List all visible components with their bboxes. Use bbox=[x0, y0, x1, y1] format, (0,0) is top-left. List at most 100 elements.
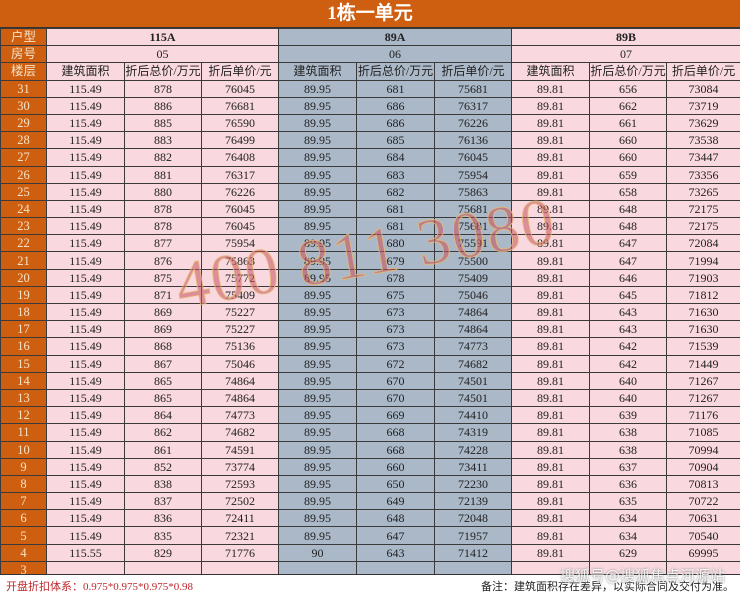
total-price-cell: 643 bbox=[590, 304, 667, 321]
unit-price-cell: 70813 bbox=[667, 475, 740, 492]
area-cell: 89.81 bbox=[512, 200, 590, 217]
area-cell: 115.49 bbox=[47, 252, 125, 269]
unit-price-cell: 72048 bbox=[435, 510, 512, 527]
area-cell: 115.49 bbox=[47, 355, 125, 372]
total-price-cell: 673 bbox=[357, 338, 435, 355]
total-price-cell: 877 bbox=[125, 235, 202, 252]
total-price-cell: 686 bbox=[357, 97, 435, 114]
area-cell: 89.81 bbox=[512, 132, 590, 149]
total-price-cell: 829 bbox=[125, 544, 202, 561]
floor-number: 27 bbox=[1, 149, 47, 166]
unit-price-cell: 74773 bbox=[202, 407, 279, 424]
total-price-cell: 868 bbox=[125, 338, 202, 355]
area-cell: 89.81 bbox=[512, 149, 590, 166]
total-price-cell: 838 bbox=[125, 475, 202, 492]
area-cell: 89.81 bbox=[512, 355, 590, 372]
unit-price-cell: 76045 bbox=[435, 149, 512, 166]
area-cell: 115.49 bbox=[47, 389, 125, 406]
area-cell: 115.49 bbox=[47, 527, 125, 544]
unit-type-89b: 89B bbox=[512, 29, 740, 46]
total-price-cell: 681 bbox=[357, 200, 435, 217]
unit-price-cell: 75591 bbox=[435, 235, 512, 252]
unit-price-cell: 76045 bbox=[202, 80, 279, 97]
unit-price-cell: 75500 bbox=[435, 252, 512, 269]
discount-system: 开盘折扣体系：0.975*0.975*0.975*0.98 bbox=[6, 578, 193, 594]
total-price-cell: 673 bbox=[357, 304, 435, 321]
unit-price-cell: 75136 bbox=[202, 338, 279, 355]
area-cell: 89.95 bbox=[279, 149, 357, 166]
floor-number: 11 bbox=[1, 424, 47, 441]
area-cell: 89.81 bbox=[512, 407, 590, 424]
total-price-cell: 647 bbox=[590, 252, 667, 269]
total-price-cell: 629 bbox=[590, 544, 667, 561]
floor-number: 17 bbox=[1, 321, 47, 338]
total-price-cell: 683 bbox=[357, 166, 435, 183]
floor-number: 20 bbox=[1, 269, 47, 286]
unit-price-cell: 74773 bbox=[435, 338, 512, 355]
unit-price-cell: 75863 bbox=[435, 183, 512, 200]
total-price-cell: 672 bbox=[357, 355, 435, 372]
unit-price-cell: 76408 bbox=[202, 149, 279, 166]
area-cell: 89.95 bbox=[279, 114, 357, 131]
unit-price-cell: 70631 bbox=[667, 510, 740, 527]
area-cell: 115.49 bbox=[47, 218, 125, 235]
floor-number: 12 bbox=[1, 407, 47, 424]
floor-number: 25 bbox=[1, 183, 47, 200]
floor-number: 31 bbox=[1, 80, 47, 97]
unit-price-cell: 71630 bbox=[667, 321, 740, 338]
unit-price-cell: 71267 bbox=[667, 372, 740, 389]
total-price-cell: 685 bbox=[357, 132, 435, 149]
total-price-cell: 681 bbox=[357, 218, 435, 235]
area-cell: 115.49 bbox=[47, 235, 125, 252]
total-price-cell: 637 bbox=[590, 458, 667, 475]
total-price-cell: 642 bbox=[590, 338, 667, 355]
unit-price-cell: 75409 bbox=[435, 269, 512, 286]
area-cell: 89.95 bbox=[279, 493, 357, 510]
total-price-cell: 638 bbox=[590, 424, 667, 441]
area-cell: 89.81 bbox=[512, 235, 590, 252]
area-cell: 89.81 bbox=[512, 80, 590, 97]
area-cell: 115.49 bbox=[47, 458, 125, 475]
total-price-cell: 640 bbox=[590, 372, 667, 389]
area-cell: 115.49 bbox=[47, 407, 125, 424]
unit-price-cell: 76045 bbox=[202, 200, 279, 217]
area-cell: 115.49 bbox=[47, 338, 125, 355]
area-cell: 89.95 bbox=[279, 286, 357, 303]
floor-number: 6 bbox=[1, 510, 47, 527]
floor-number: 15 bbox=[1, 355, 47, 372]
total-price-cell: 865 bbox=[125, 389, 202, 406]
total-price-cell: 662 bbox=[590, 97, 667, 114]
area-cell: 89.81 bbox=[512, 183, 590, 200]
total-price-cell: 883 bbox=[125, 132, 202, 149]
area-cell: 89.95 bbox=[279, 183, 357, 200]
area-cell: 115.49 bbox=[47, 321, 125, 338]
unit-price-cell: 73719 bbox=[667, 97, 740, 114]
total-price-cell: 643 bbox=[590, 321, 667, 338]
room-number-label: 房号 bbox=[1, 46, 47, 63]
total-price-cell: 636 bbox=[590, 475, 667, 492]
total-price-cell: 660 bbox=[357, 458, 435, 475]
floor-number: 28 bbox=[1, 132, 47, 149]
price-table: 户型 115A 89A 89B 房号 05 06 07 楼层 建筑面积 折后总价… bbox=[0, 28, 740, 579]
area-cell: 115.49 bbox=[47, 475, 125, 492]
area-cell: 89.95 bbox=[279, 252, 357, 269]
total-price-cell: 634 bbox=[590, 527, 667, 544]
area-cell: 115.49 bbox=[47, 183, 125, 200]
total-price-cell: 669 bbox=[357, 407, 435, 424]
total-price-cell: 682 bbox=[357, 183, 435, 200]
floor-number: 10 bbox=[1, 441, 47, 458]
total-price-cell: 881 bbox=[125, 166, 202, 183]
total-price-cell: 878 bbox=[125, 200, 202, 217]
room-number-07: 07 bbox=[512, 46, 740, 63]
floor-number: 29 bbox=[1, 114, 47, 131]
total-price-cell: 876 bbox=[125, 252, 202, 269]
area-cell: 89.95 bbox=[279, 132, 357, 149]
